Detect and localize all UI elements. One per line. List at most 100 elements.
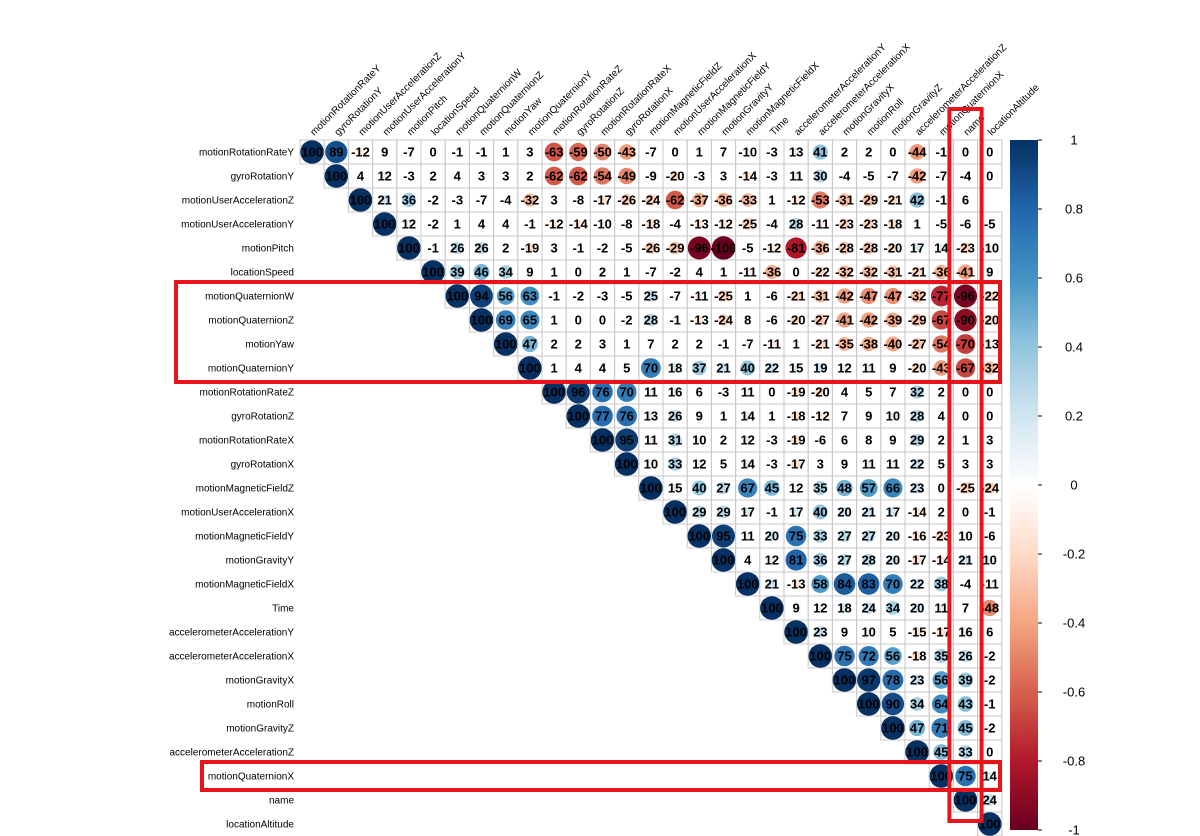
correlation-value: 0: [986, 409, 993, 424]
correlation-cell: 4: [347, 163, 374, 189]
correlation-cell: 28: [904, 403, 930, 429]
correlation-value: -19: [787, 385, 806, 400]
correlation-circle: [620, 193, 633, 207]
correlation-circle: [911, 458, 923, 470]
correlation-value: -13: [787, 577, 806, 592]
correlation-cell: 14: [735, 403, 761, 429]
correlation-circle: [600, 270, 605, 274]
correlation-value: -32: [859, 265, 878, 280]
correlation-value: 100: [592, 433, 614, 448]
correlation-circle: [498, 265, 513, 279]
correlation-circle: [814, 266, 826, 278]
correlation-cell: 14: [928, 235, 954, 261]
correlation-value: 22: [765, 361, 779, 376]
correlation-value: 56: [886, 649, 900, 664]
correlation-circle: [862, 553, 875, 567]
correlation-value: 1: [454, 217, 461, 232]
correlation-value: -4: [669, 217, 681, 232]
correlation-cell: -1: [420, 235, 446, 261]
correlation-value: 1: [550, 265, 557, 280]
correlation-circle: [478, 196, 485, 204]
correlation-cell: 7: [831, 403, 858, 429]
correlation-circle: [912, 555, 922, 565]
correlation-value: 11: [934, 601, 948, 616]
correlation-cell: -32: [904, 283, 930, 309]
correlation-cell: 37: [686, 355, 712, 381]
correlation-value: 9: [841, 457, 848, 472]
correlation-value: 14: [740, 457, 755, 472]
correlation-circle: [910, 697, 924, 711]
correlation-value: 100: [543, 385, 565, 400]
correlation-value: 40: [740, 361, 754, 376]
correlation-circle: [857, 573, 880, 595]
correlation-circle: [746, 294, 749, 298]
correlation-value: 46: [474, 265, 488, 280]
correlation-circle: [909, 719, 926, 737]
correlation-value: 1: [550, 361, 557, 376]
correlation-cell: 33: [807, 523, 833, 549]
correlation-value: 89: [329, 145, 343, 160]
correlation-value: -7: [669, 289, 681, 304]
correlation-circle: [836, 479, 853, 497]
correlation-value: -3: [766, 169, 778, 184]
correlation-value: 26: [958, 649, 972, 664]
correlation-value: 1: [720, 409, 727, 424]
correlation-value: -11: [739, 265, 757, 280]
correlation-circle: [569, 166, 588, 186]
correlation-cell: 2: [541, 331, 567, 357]
correlation-value: -36: [811, 241, 830, 256]
correlation-value: -29: [666, 241, 685, 256]
correlation-value: 2: [938, 433, 945, 448]
correlation-cell: 36: [807, 547, 833, 573]
correlation-circle: [766, 530, 778, 542]
correlation-cell: 15: [662, 475, 688, 501]
correlation-value: -5: [863, 169, 875, 184]
correlation-value: 5: [938, 457, 945, 472]
correlation-circle: [645, 194, 657, 206]
correlation-circle: [816, 411, 825, 421]
correlation-value: 96: [571, 385, 585, 400]
correlation-value: 0: [986, 385, 993, 400]
correlation-value: -1: [984, 505, 996, 520]
correlation-cell: -44: [904, 139, 930, 165]
correlation-circle: [957, 696, 974, 712]
correlation-circle: [574, 196, 582, 204]
correlation-cell: -6: [952, 211, 979, 237]
correlation-circle: [669, 170, 681, 182]
correlation-value: 81: [789, 553, 803, 568]
correlation-value: 34: [910, 697, 925, 712]
correlation-value: 7: [841, 409, 848, 424]
correlation-value: 2: [865, 145, 872, 160]
correlation-circle: [524, 242, 536, 254]
correlation-cell: -4: [493, 187, 519, 213]
correlation-cell: -18: [783, 403, 809, 429]
correlation-circle: [641, 358, 661, 378]
correlation-circle: [451, 241, 464, 255]
row-label: motionUserAccelerationX: [181, 508, 294, 519]
correlation-value: 10: [982, 553, 996, 568]
correlation-cell: 100: [638, 475, 664, 501]
correlation-circle: [915, 222, 919, 226]
correlation-cell: -12: [710, 211, 737, 237]
correlation-circle: [857, 668, 881, 692]
correlation-cell: -17: [589, 187, 616, 213]
correlation-cell: 84: [831, 571, 858, 597]
correlation-value: -42: [835, 289, 854, 304]
correlation-value: 33: [668, 457, 682, 472]
correlation-circle: [404, 219, 413, 229]
correlation-circle: [740, 360, 756, 376]
correlation-value: -11: [981, 577, 999, 592]
correlation-circle: [987, 437, 992, 443]
correlation-cell: -12: [759, 235, 785, 261]
correlation-cell: 3: [541, 235, 567, 261]
correlation-circle: [931, 694, 951, 714]
row-label: motionRotationRateZ: [200, 388, 295, 399]
correlation-value: 39: [958, 673, 972, 688]
colorbar-tick-label: -1: [1068, 823, 1080, 836]
correlation-value: -47: [859, 289, 878, 304]
correlation-value: 83: [861, 577, 875, 592]
correlation-circle: [985, 556, 994, 564]
correlation-cell: -28: [831, 235, 858, 261]
correlation-cell: 95: [710, 523, 737, 549]
row-label: locationAltitude: [226, 820, 294, 831]
